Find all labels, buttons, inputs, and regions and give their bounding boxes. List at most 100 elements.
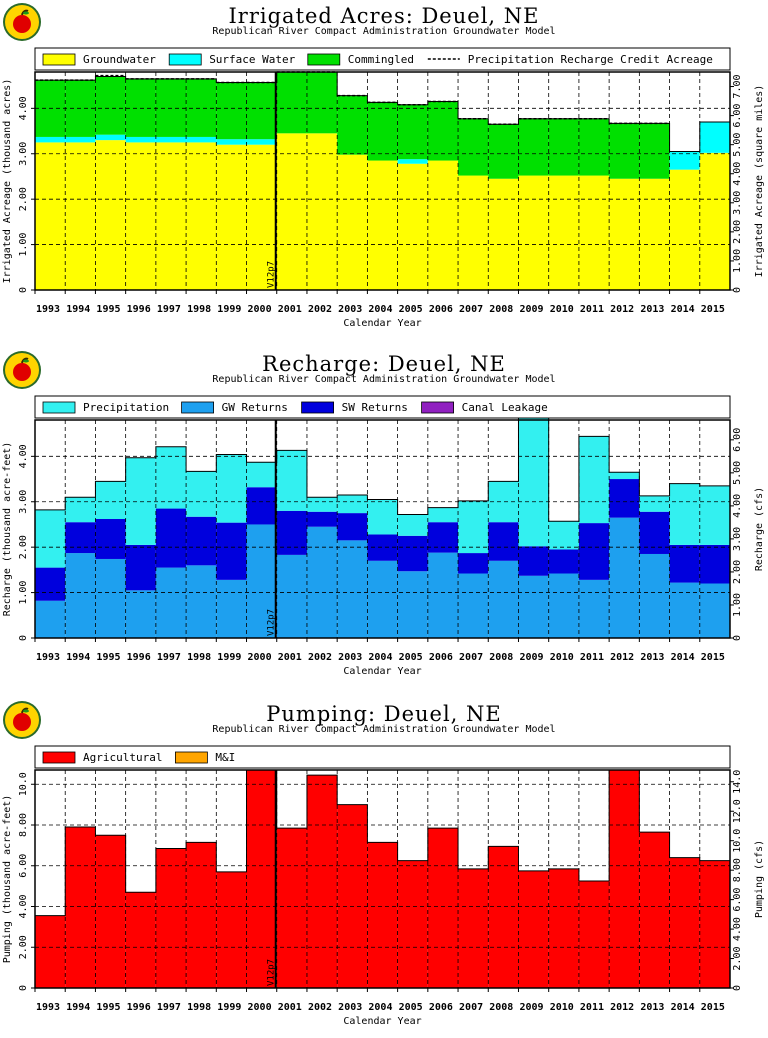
y2-axis-label: Pumping (cfs) bbox=[754, 840, 765, 918]
x-tick-label: 2001 bbox=[278, 1002, 302, 1013]
y2-tick-label: 1.00 bbox=[732, 249, 743, 273]
bar-commingled bbox=[276, 72, 307, 134]
bar-sw-returns bbox=[609, 479, 640, 518]
x-axis-label: Calendar Year bbox=[343, 318, 421, 329]
bar-surface-water bbox=[397, 159, 428, 164]
bar-gw-returns bbox=[35, 600, 66, 638]
bar-surface-water bbox=[95, 134, 126, 141]
bar-groundwater bbox=[155, 142, 187, 290]
bar-sw-returns bbox=[155, 508, 187, 568]
x-tick-label: 1996 bbox=[127, 304, 151, 315]
bar-groundwater bbox=[548, 175, 579, 290]
bar-agricultural bbox=[306, 775, 338, 988]
bar-commingled bbox=[186, 78, 217, 137]
bar-agricultural bbox=[95, 835, 126, 988]
x-tick-label: 1994 bbox=[66, 1002, 90, 1013]
bar-commingled bbox=[95, 76, 126, 135]
bar-groundwater bbox=[306, 133, 338, 290]
recharge-panel: Recharge: Deuel, NE Republican River Com… bbox=[0, 348, 768, 688]
y-tick-label: 1.00 bbox=[18, 581, 29, 605]
version-marker-label: V12p7 bbox=[267, 959, 277, 986]
x-tick-label: 1993 bbox=[36, 652, 60, 663]
x-tick-label: 2005 bbox=[399, 652, 423, 663]
legend-label: Surface Water bbox=[209, 53, 295, 66]
x-tick-label: 2009 bbox=[519, 1002, 543, 1013]
x-tick-label: 2014 bbox=[671, 652, 695, 663]
legend-label: SW Returns bbox=[342, 401, 408, 414]
bar-commingled bbox=[246, 82, 277, 140]
bar-precipitation bbox=[276, 450, 307, 511]
legend-label: Agricultural bbox=[83, 751, 162, 764]
y2-tick-label: 4.00 bbox=[732, 162, 743, 186]
x-tick-label: 1998 bbox=[187, 652, 211, 663]
recharge-chart: V12p7 0 1.00 2.00 3.00 4.00 0 1.00 2.00 3.00 4.00 5… bbox=[2, 395, 765, 677]
bar-gw-returns bbox=[276, 554, 307, 638]
bar-agricultural bbox=[518, 870, 549, 988]
x-tick-label: 2006 bbox=[429, 1002, 453, 1013]
x-tick-label: 2001 bbox=[278, 304, 302, 315]
bar-groundwater bbox=[367, 160, 398, 290]
y-tick-label: 6.00 bbox=[18, 854, 29, 878]
x-tick-label: 2005 bbox=[399, 304, 423, 315]
bar-surface-water bbox=[186, 136, 217, 143]
x-tick-label: 1999 bbox=[217, 652, 241, 663]
x-tick-label: 2012 bbox=[610, 1002, 634, 1013]
y2-tick-label: 14.0 bbox=[732, 770, 743, 794]
bar-agricultural bbox=[488, 846, 519, 988]
bar-gw-returns bbox=[699, 583, 730, 638]
x-tick-label: 2002 bbox=[308, 652, 332, 663]
y2-tick-label: 2.00 bbox=[732, 220, 743, 244]
version-marker-label: V12p7 bbox=[267, 609, 277, 636]
y-tick-label: 3.00 bbox=[18, 142, 29, 166]
x-tick-label: 1996 bbox=[127, 1002, 151, 1013]
legend-label: Precipitation bbox=[83, 401, 169, 414]
bar-surface-water bbox=[65, 136, 96, 143]
x-tick-label: 2009 bbox=[519, 304, 543, 315]
bar-precipitation bbox=[639, 495, 670, 512]
bar-sw-returns bbox=[35, 567, 66, 601]
x-tick-label: 2000 bbox=[248, 1002, 272, 1013]
x-tick-label: 1999 bbox=[217, 1002, 241, 1013]
bar-groundwater bbox=[95, 140, 126, 290]
bar-commingled bbox=[548, 118, 579, 176]
legend-label: M&I bbox=[215, 751, 235, 764]
bar-sw-returns bbox=[578, 523, 610, 580]
plot-frame bbox=[34, 419, 731, 639]
bar-commingled bbox=[155, 78, 187, 137]
bar-commingled bbox=[337, 95, 368, 155]
bar-gw-returns bbox=[488, 560, 519, 638]
x-tick-label: 2015 bbox=[701, 652, 725, 663]
legend-label: Groundwater bbox=[83, 53, 156, 66]
bar-groundwater bbox=[125, 142, 156, 290]
legend-swatch bbox=[301, 401, 335, 414]
legend-swatch bbox=[168, 53, 202, 66]
bar-groundwater bbox=[65, 142, 96, 290]
bar-precipitation bbox=[246, 462, 277, 488]
plot-frame bbox=[34, 71, 731, 291]
chart-subtitle: Republican River Compact Administration … bbox=[212, 374, 556, 385]
bar-sw-returns bbox=[548, 549, 579, 574]
x-tick-label: 2007 bbox=[459, 652, 483, 663]
x-tick-label: 2010 bbox=[550, 304, 574, 315]
bar-precipitation bbox=[125, 457, 156, 545]
apple-logo-icon bbox=[2, 350, 42, 390]
legend-swatch bbox=[421, 401, 455, 414]
bar-sw-returns bbox=[639, 511, 670, 554]
chart-title: Recharge: Deuel, NE bbox=[262, 352, 506, 376]
bar-precipitation bbox=[306, 497, 338, 512]
x-tick-label: 2012 bbox=[610, 304, 634, 315]
x-tick-label: 2015 bbox=[701, 1002, 725, 1013]
y2-tick-label: 7.00 bbox=[732, 74, 743, 98]
bar-agricultural bbox=[458, 868, 489, 988]
bar-precipitation bbox=[669, 483, 700, 545]
x-tick-label: 1997 bbox=[157, 304, 181, 315]
x-tick-label: 1993 bbox=[36, 1002, 60, 1013]
bar-sw-returns bbox=[337, 513, 368, 541]
bar-agricultural bbox=[276, 828, 307, 988]
bar-groundwater bbox=[669, 169, 700, 290]
bar-commingled bbox=[639, 123, 670, 179]
x-tick-label: 2013 bbox=[640, 1002, 664, 1013]
bar-gw-returns bbox=[367, 560, 398, 638]
bar-commingled bbox=[397, 104, 428, 160]
bar-commingled bbox=[488, 124, 519, 179]
